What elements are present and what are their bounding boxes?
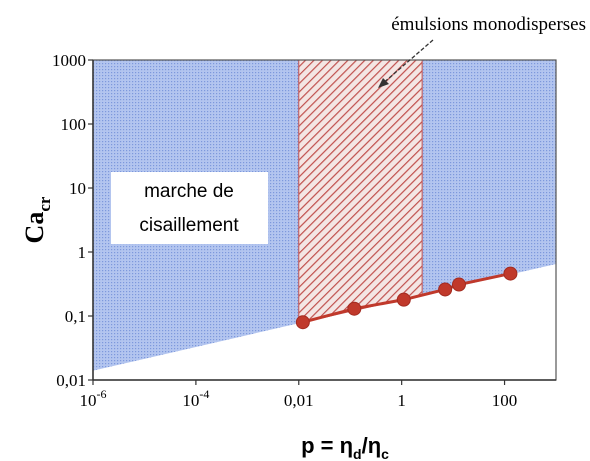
plot-frame: [92, 59, 557, 381]
data-point: [438, 282, 453, 297]
x-axis-label-sub1: d: [353, 446, 362, 461]
y-axis-label-sub: cr: [35, 196, 54, 212]
data-point: [503, 266, 518, 281]
y-tick-label: 10: [69, 179, 86, 198]
y-axis-label-main: Ca: [20, 212, 49, 244]
data-point: [396, 292, 411, 307]
annotation-arrow: [380, 39, 434, 86]
x-tick-label: 10-4: [182, 387, 209, 410]
y-tick-label: 100: [61, 115, 87, 134]
x-tick-label: 10-6: [80, 387, 107, 410]
x-tick-label: 100: [492, 391, 518, 410]
y-tick-label: 0,1: [65, 307, 86, 326]
x-axis-label-sub2: c: [381, 446, 389, 461]
annotation-text: émulsions monodisperses: [391, 14, 586, 35]
data-point: [347, 301, 362, 316]
y-tick-label: 1: [78, 243, 87, 262]
data-series: [295, 266, 518, 330]
annotation-arrowhead-icon: [378, 78, 389, 88]
x-axis-label-mid: /η: [362, 433, 382, 458]
monodisperse-hatched-band: [298, 59, 423, 324]
y-tick-label: 1000: [52, 51, 86, 70]
x-tick-label: 1: [397, 391, 406, 410]
series-line: [302, 272, 511, 324]
box-label-line1: marche de: [144, 181, 234, 202]
hatched-band: [298, 59, 423, 324]
box-label-line2: cisaillement: [139, 215, 239, 236]
data-point: [295, 315, 310, 330]
y-tick-label: 0,01: [56, 371, 86, 390]
x-axis-label: p = ηd/ηc: [301, 433, 389, 461]
x-tick-label: 0,01: [284, 391, 314, 410]
data-point: [451, 277, 466, 292]
y-axis-label: Cacr: [20, 196, 54, 243]
x-axis-label-main: p = η: [301, 433, 353, 458]
box-label-background: [111, 172, 268, 244]
